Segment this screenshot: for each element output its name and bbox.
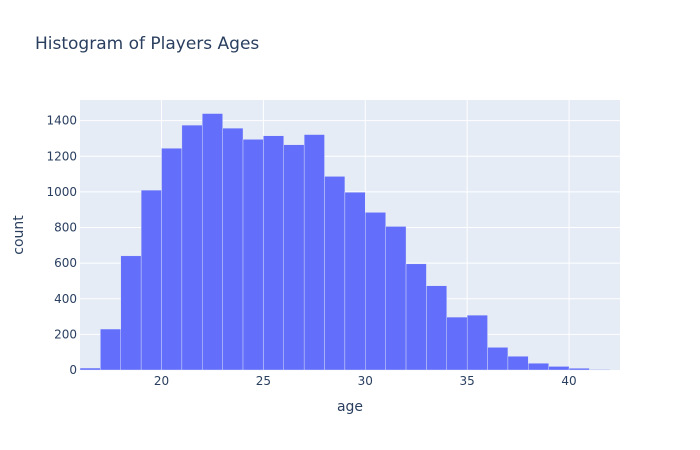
histogram-bar: [242, 139, 264, 371]
histogram-bar: [181, 124, 203, 371]
histogram-bar: [426, 285, 447, 371]
x-tick-label: 30: [358, 374, 373, 388]
y-tick-label: 600: [54, 256, 77, 270]
histogram-bar: [79, 367, 101, 371]
y-tick-label: 1400: [46, 114, 77, 128]
histogram-bar: [507, 356, 529, 371]
histogram-bar: [344, 192, 366, 371]
histogram-bar: [365, 212, 386, 371]
y-tick-label: 0: [69, 363, 77, 377]
histogram-bar: [324, 176, 346, 371]
histogram-bar: [446, 316, 468, 371]
y-tick-label: 400: [54, 292, 77, 306]
histogram-bar: [589, 369, 611, 371]
x-tick-label: 25: [256, 374, 271, 388]
y-tick-label: 800: [54, 221, 77, 235]
histogram-bar: [528, 363, 549, 371]
histogram-bar: [222, 127, 244, 371]
histogram-bar: [405, 263, 427, 371]
histogram-bar: [202, 113, 223, 371]
histogram-bar: [385, 226, 407, 371]
chart-title: Histogram of Players Ages: [35, 34, 260, 54]
x-tick-label: 20: [154, 374, 169, 388]
histogram-bar: [303, 134, 325, 371]
x-axis-title: age: [337, 399, 363, 415]
y-axis-title: count: [11, 215, 27, 255]
histogram-bar: [548, 366, 570, 371]
bars: [79, 113, 611, 371]
histogram-bar: [100, 328, 121, 371]
y-tick-label: 1000: [46, 185, 77, 199]
histogram-bar: [161, 148, 183, 371]
histogram-bar: [140, 189, 162, 371]
histogram-bar: [283, 144, 305, 371]
histogram-bar: [263, 135, 284, 371]
tick-labels: 0 200 400 600 800 1000 1200 1400 20 25 30 35 40: [46, 114, 576, 388]
histogram-bar: [120, 255, 142, 371]
x-tick-label: 35: [460, 374, 475, 388]
histogram-bar: [466, 314, 488, 371]
histogram-bar: [487, 347, 509, 371]
y-tick-label: 1200: [46, 149, 77, 163]
y-tick-label: 200: [54, 327, 77, 341]
histogram-bar: [568, 368, 590, 371]
x-tick-label: 40: [561, 374, 576, 388]
